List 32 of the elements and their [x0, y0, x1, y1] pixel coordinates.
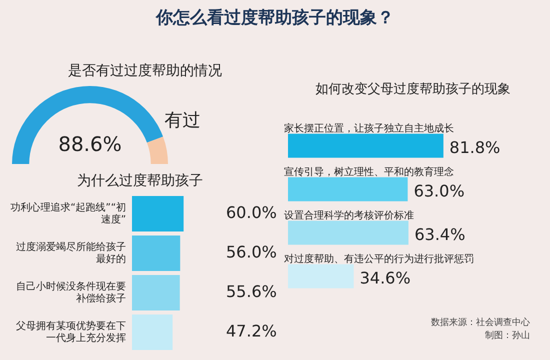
text: 制图：孙山	[485, 330, 530, 342]
bar	[288, 264, 354, 288]
data-label: 81.8%	[449, 138, 500, 157]
text: 你怎么看过度帮助孩子的现象？	[154, 7, 395, 29]
y-tick-label: 父母拥有某项优势要在下一代身上充分发挥	[16, 320, 126, 344]
data-label: 56.0%	[226, 242, 277, 262]
source-note: 数据来源：社会调查中心	[431, 316, 530, 329]
slice-label: 有过	[164, 110, 201, 132]
chart-title: 为什么过度帮助孩子	[76, 172, 204, 190]
data-label: 63.0%	[414, 181, 465, 200]
y-tick-label: 家长摆正位置，让孩子独立自主地成长	[284, 122, 454, 134]
y-tick-label: 功利心理追求“起跑线”“初速度”	[10, 201, 126, 226]
bar	[132, 314, 173, 350]
bar	[288, 134, 444, 158]
bar	[132, 235, 180, 272]
bar	[132, 274, 180, 311]
data-label: 55.6%	[226, 282, 277, 301]
y-tick-label: 过度溺爱竭尽所能给孩子最好的	[16, 240, 126, 265]
y-tick-label: 自己小时候没条件现在要补偿给孩子	[16, 280, 126, 304]
chart-title: 如何改变父母过度帮助孩子的现象	[314, 81, 512, 98]
bar	[132, 196, 184, 232]
y-tick-label: 设置合理科学的考核评价标准	[284, 209, 414, 222]
data-label: 60.0%	[226, 202, 277, 222]
y-tick-label: 宣传引导，树立理性、平和的教育理念	[284, 166, 454, 178]
data-label: 88.6%	[58, 132, 122, 156]
y-tick-label: 对过度帮助、有违公平的行为进行批评惩罚	[284, 252, 474, 265]
chart-subtitle: 是否有过过度帮助的情况	[67, 62, 223, 80]
data-label: 34.6%	[360, 268, 411, 288]
bar	[288, 220, 408, 245]
data-label: 63.4%	[414, 224, 466, 244]
data-label: 47.2%	[226, 321, 277, 340]
bar	[288, 177, 408, 202]
